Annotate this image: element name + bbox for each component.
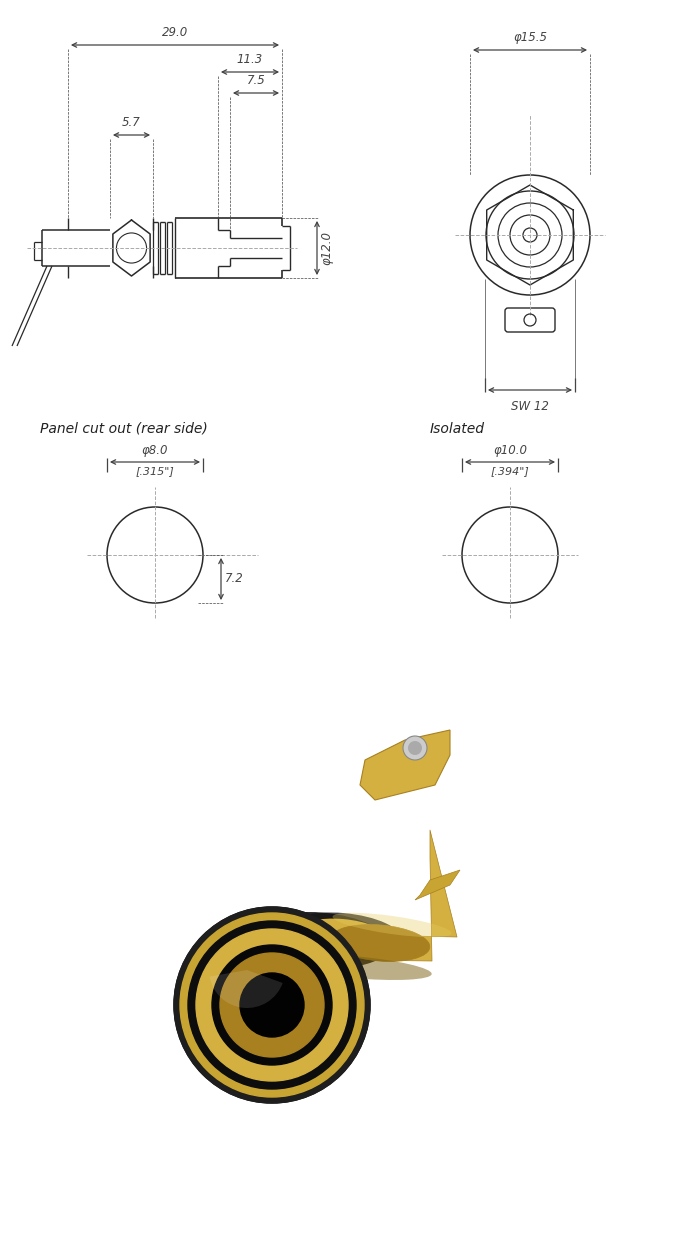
Circle shape	[174, 906, 370, 1104]
Circle shape	[403, 737, 427, 760]
Circle shape	[180, 913, 364, 1097]
Circle shape	[196, 929, 348, 1081]
Ellipse shape	[250, 911, 390, 968]
Text: φ10.0: φ10.0	[493, 444, 527, 458]
Text: φ15.5: φ15.5	[513, 31, 547, 43]
Ellipse shape	[297, 919, 387, 951]
Ellipse shape	[265, 920, 375, 961]
Ellipse shape	[330, 925, 430, 961]
Polygon shape	[415, 870, 460, 900]
Ellipse shape	[272, 954, 432, 980]
Text: 11.3: 11.3	[237, 53, 263, 66]
Wedge shape	[209, 970, 283, 1008]
Text: [.315"]: [.315"]	[136, 466, 175, 476]
Circle shape	[188, 921, 356, 1089]
Ellipse shape	[282, 913, 402, 957]
Polygon shape	[360, 730, 450, 800]
Text: SW 12: SW 12	[511, 401, 549, 413]
Text: 7.5: 7.5	[247, 74, 265, 87]
Text: [.394"]: [.394"]	[490, 466, 529, 476]
Text: φ8.0: φ8.0	[142, 444, 168, 458]
Circle shape	[174, 906, 370, 1104]
Circle shape	[212, 945, 332, 1065]
Text: 29.0: 29.0	[162, 26, 188, 38]
Circle shape	[180, 913, 364, 1097]
Circle shape	[220, 954, 324, 1056]
Text: 7.2: 7.2	[225, 573, 243, 585]
Circle shape	[188, 921, 356, 1089]
Text: φ12.0: φ12.0	[320, 231, 333, 265]
Polygon shape	[302, 830, 457, 961]
Wedge shape	[209, 970, 283, 1008]
Circle shape	[196, 929, 348, 1081]
Circle shape	[240, 973, 304, 1037]
Circle shape	[212, 945, 332, 1065]
Text: Panel cut out (rear side): Panel cut out (rear side)	[40, 422, 208, 436]
Circle shape	[220, 954, 324, 1056]
Circle shape	[408, 742, 422, 755]
Circle shape	[240, 973, 304, 1037]
Text: 5.7: 5.7	[122, 117, 141, 129]
Text: Isolated: Isolated	[430, 422, 485, 436]
Ellipse shape	[333, 913, 451, 937]
